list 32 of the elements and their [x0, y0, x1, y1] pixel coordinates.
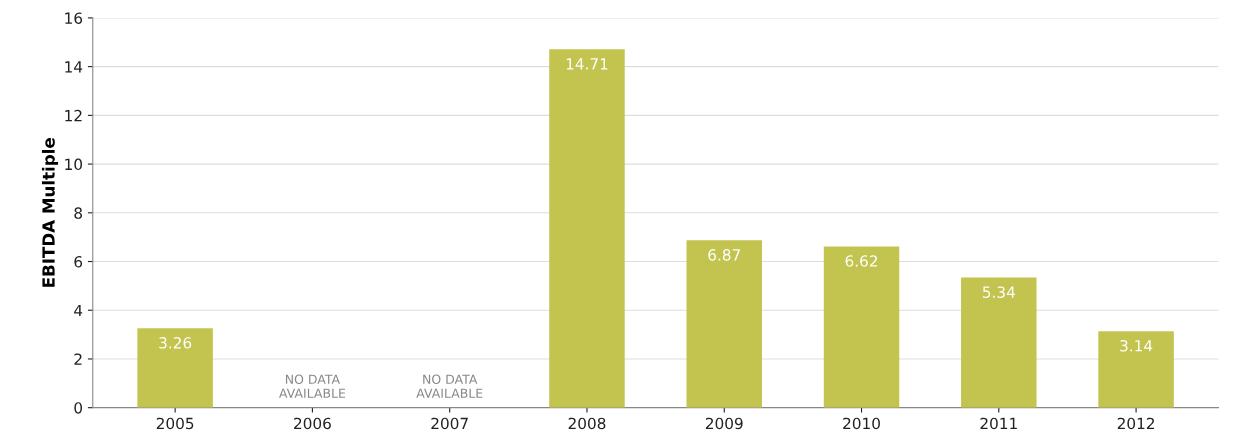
x-tick-label: 2006	[294, 417, 331, 430]
y-tick-label: 16	[65, 12, 83, 24]
y-tick-label: 2	[74, 353, 82, 365]
data-label: 14.71	[566, 58, 608, 70]
y-tick-label: 14	[65, 61, 83, 73]
x-tick-label: 2007	[431, 417, 468, 430]
annotation: NO DATA AVAILABLE	[416, 374, 483, 398]
x-tick-label: 2011	[980, 417, 1017, 430]
bar	[137, 328, 213, 408]
x-tick-label: 2008	[568, 417, 606, 430]
bar	[549, 49, 625, 408]
x-tick-label: 2005	[156, 417, 194, 430]
bar	[1098, 331, 1174, 408]
annotation: NO DATA AVAILABLE	[279, 374, 346, 398]
y-tick-label: 8	[74, 207, 83, 219]
y-tick-label: 6	[74, 255, 83, 268]
bar	[961, 277, 1037, 408]
x-tick-label: 2012	[1117, 417, 1154, 430]
y-tick-label: 4	[74, 304, 83, 317]
y-tick-label: 12	[65, 109, 82, 122]
data-label: 6.62	[845, 255, 877, 267]
data-label: 3.14	[1120, 339, 1153, 352]
x-tick-label: 2010	[843, 417, 880, 430]
data-label: 5.34	[982, 286, 1015, 298]
y-tick-label: 0	[74, 402, 83, 414]
y-tick-label: 10	[65, 158, 83, 171]
data-label: 6.87	[708, 249, 740, 261]
y-axis-title: EBITDA Multiple	[41, 138, 59, 287]
bar	[686, 240, 762, 408]
data-label: 3.26	[159, 337, 192, 349]
x-tick-label: 2009	[705, 417, 743, 430]
bar	[823, 246, 900, 408]
